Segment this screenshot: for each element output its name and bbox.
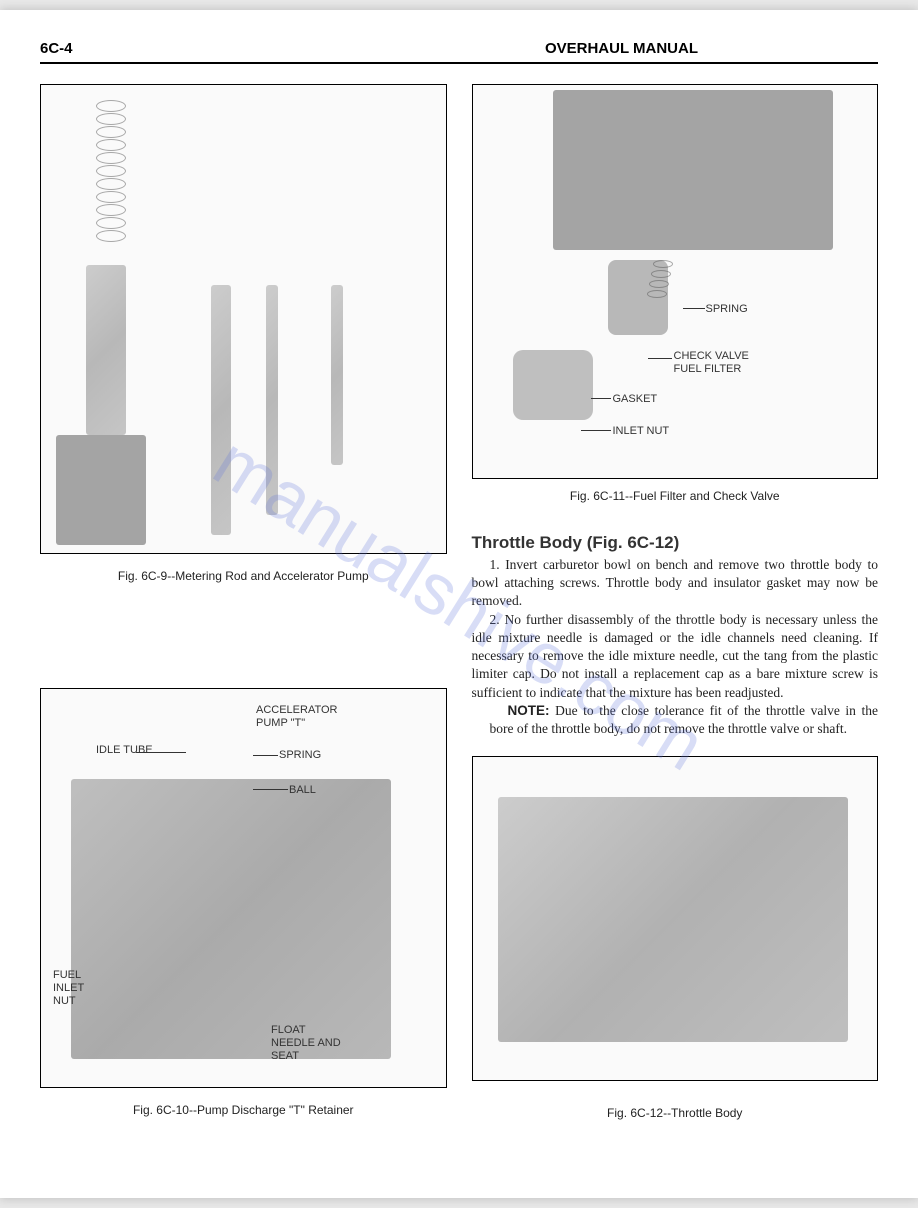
- spring-shape: [649, 280, 669, 288]
- spring-shape: [653, 260, 673, 268]
- note-paragraph: NOTE: Due to the close tolerance fit of …: [490, 702, 879, 738]
- arrow-line: [683, 308, 705, 309]
- part-shape: [266, 285, 278, 515]
- figure-6c-10: ACCELERATOR PUMP "T" IDLE TUBE SPRING BA…: [40, 688, 447, 1088]
- part-shape: [56, 435, 146, 545]
- arrow-line: [591, 398, 611, 399]
- section-heading: Throttle Body (Fig. 6C-12): [472, 533, 879, 553]
- paragraph-2: 2. No further disassembly of the throttl…: [472, 611, 879, 702]
- spring-shape: [96, 165, 126, 177]
- page-content: Fig. 6C-9--Metering Rod and Accelerator …: [40, 84, 878, 1155]
- arrow-line: [581, 430, 611, 431]
- spring-shape: [96, 178, 126, 190]
- float-needle-label: FLOAT NEEDLE AND SEAT: [271, 1024, 351, 1064]
- figure-6c-12: [472, 756, 879, 1081]
- spring-shape: [96, 113, 126, 125]
- spring-shape: [96, 100, 126, 112]
- spring-label: SPRING: [706, 303, 748, 316]
- part-shape: [331, 285, 343, 465]
- paragraph-1: 1. Invert carburetor bowl on bench and r…: [472, 556, 879, 611]
- fuel-inlet-nut-label: FUEL INLET NUT: [53, 969, 93, 1009]
- spring-shape: [96, 191, 126, 203]
- arrow-line: [253, 755, 278, 756]
- throttle-body-shape: [498, 797, 848, 1042]
- idle-tube-label: IDLE TUBE: [96, 744, 153, 757]
- part-shape: [86, 265, 126, 435]
- spring-shape: [96, 152, 126, 164]
- accelerator-pump-label: ACCELERATOR PUMP "T": [256, 704, 346, 730]
- housing-shape: [553, 90, 833, 250]
- spacer: [40, 618, 447, 688]
- figure-6c-9: [40, 84, 447, 554]
- page-header: 6C-4 OVERHAUL MANUAL: [40, 40, 878, 64]
- page-number: 6C-4: [40, 40, 73, 57]
- ball-label: BALL: [289, 784, 316, 797]
- spring-shape: [96, 139, 126, 151]
- gasket-label: GASKET: [613, 393, 658, 406]
- spring-shape: [96, 217, 126, 229]
- spring-shape: [647, 290, 667, 298]
- part-shape: [211, 285, 231, 535]
- body-text: 1. Invert carburetor bowl on bench and r…: [472, 556, 879, 738]
- right-column: SPRING CHECK VALVE FUEL FILTER GASKET IN…: [472, 84, 879, 1155]
- figure-6c-9-caption: Fig. 6C-9--Metering Rod and Accelerator …: [40, 569, 447, 583]
- nut-shape: [513, 350, 593, 420]
- arrow-line: [136, 752, 186, 753]
- note-label: NOTE:: [508, 703, 550, 718]
- spacer: [472, 738, 879, 756]
- figure-6c-11-caption: Fig. 6C-11--Fuel Filter and Check Valve: [472, 489, 879, 503]
- arrow-line: [648, 358, 672, 359]
- spring-shape: [96, 204, 126, 216]
- check-valve-label: CHECK VALVE FUEL FILTER: [674, 350, 774, 376]
- spring-shape: [96, 230, 126, 242]
- carburetor-shape: [71, 779, 391, 1059]
- manual-title: OVERHAUL MANUAL: [545, 40, 698, 57]
- figure-6c-11: SPRING CHECK VALVE FUEL FILTER GASKET IN…: [472, 84, 879, 479]
- figure-6c-12-caption: Fig. 6C-12--Throttle Body: [472, 1106, 879, 1120]
- spring-label: SPRING: [279, 749, 321, 762]
- figure-6c-10-caption: Fig. 6C-10--Pump Discharge "T" Retainer: [40, 1103, 447, 1117]
- arrow-line: [253, 789, 288, 790]
- manual-page: manualshive.com 6C-4 OVERHAUL MANUAL: [0, 10, 918, 1198]
- inlet-nut-label: INLET NUT: [613, 425, 670, 438]
- spring-shape: [651, 270, 671, 278]
- left-column: Fig. 6C-9--Metering Rod and Accelerator …: [40, 84, 447, 1155]
- spring-shape: [96, 126, 126, 138]
